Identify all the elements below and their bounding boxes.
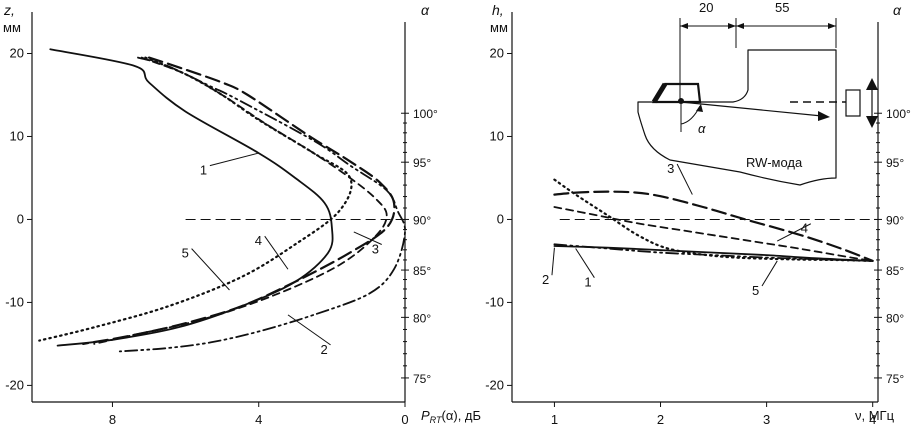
dim-arrowhead bbox=[736, 23, 744, 29]
x-tick-label: 4 bbox=[869, 412, 876, 427]
callout-label-4: 4 bbox=[255, 233, 262, 248]
alpha-tick-label: 80° bbox=[886, 311, 904, 325]
left-ylabel-unit: мм bbox=[3, 20, 21, 35]
y-tick-label: -10 bbox=[5, 294, 24, 309]
dim-label-55: 55 bbox=[775, 0, 789, 15]
x-tick-label: 1 bbox=[551, 412, 558, 427]
x-tick-label: 2 bbox=[657, 412, 664, 427]
series-5-line bbox=[38, 56, 353, 342]
left-xlabel-rest: (α), дБ bbox=[442, 408, 482, 423]
callout-label-2: 2 bbox=[321, 342, 328, 357]
callout-label-5: 5 bbox=[182, 246, 189, 261]
callout-label-5: 5 bbox=[752, 283, 759, 298]
callout-label-1: 1 bbox=[200, 163, 207, 178]
x-tick-label: 3 bbox=[763, 412, 770, 427]
callout-leader bbox=[209, 152, 259, 167]
alpha-tick-label: 85° bbox=[886, 264, 904, 278]
angle-arrowhead bbox=[696, 104, 703, 112]
alpha-tick-label: 75° bbox=[886, 372, 904, 386]
callout-leader bbox=[551, 247, 555, 276]
right-panel: 20 10 0 -10 -20 1 2 3 4 100° 95° 90° 85° 80° 75° 1 2 3… bbox=[485, 2, 911, 427]
alpha-tick-label: 95° bbox=[886, 156, 904, 170]
beam-line bbox=[680, 101, 823, 117]
y-tick-label: 10 bbox=[490, 128, 504, 143]
right-callouts: 1 2 3 4 5 bbox=[542, 161, 812, 298]
callout-leader bbox=[575, 248, 595, 278]
alpha-tick-label: 100° bbox=[413, 107, 438, 121]
alpha-tick-label: 95° bbox=[413, 156, 431, 170]
right-series bbox=[553, 178, 874, 262]
x-tick-label: 0 bbox=[401, 412, 408, 427]
left-callouts: 1 2 3 4 5 bbox=[182, 152, 382, 357]
receiver-motion-arrow-up bbox=[866, 78, 878, 90]
series-3-line bbox=[553, 190, 874, 262]
left-xlabel-symbol: P bbox=[421, 408, 430, 423]
y-tick-label: 0 bbox=[17, 211, 24, 226]
right-ylabel-unit: мм bbox=[490, 20, 508, 35]
left-x-ticks: 8 4 0 bbox=[109, 402, 409, 427]
dim-label-20: 20 bbox=[699, 0, 713, 15]
right-x-ticks: 1 2 3 4 bbox=[551, 402, 876, 427]
left-ylabel: z, bbox=[3, 2, 15, 18]
receiver bbox=[845, 89, 861, 117]
callout-label-2: 2 bbox=[542, 272, 549, 287]
y-tick-label: 10 bbox=[10, 128, 24, 143]
callout-leader bbox=[191, 248, 230, 291]
y-tick-label: 20 bbox=[10, 45, 24, 60]
callout-label-3: 3 bbox=[372, 241, 379, 256]
alpha-tick-label: 90° bbox=[886, 213, 904, 227]
right-alpha-ticks: 100° 95° 90° 85° 80° 75° bbox=[559, 107, 911, 386]
series-5-line bbox=[553, 178, 874, 262]
series-1-line bbox=[49, 48, 334, 347]
series-2-line bbox=[118, 56, 406, 353]
right-y-ticks: 20 10 0 -10 -20 bbox=[485, 45, 512, 392]
callout-leader bbox=[353, 231, 382, 245]
callout-label-4: 4 bbox=[801, 221, 808, 236]
callout-leader bbox=[761, 260, 778, 287]
series-3-line bbox=[82, 56, 396, 345]
dim-arrowhead bbox=[680, 23, 688, 29]
alpha-tick-label: 80° bbox=[413, 311, 431, 325]
series-1-line bbox=[553, 245, 874, 262]
mode-label: RW-мода bbox=[746, 155, 803, 170]
y-tick-label: -10 bbox=[485, 294, 504, 309]
alpha-tick-label: 85° bbox=[413, 264, 431, 278]
callout-leader bbox=[676, 163, 693, 195]
callout-leader bbox=[287, 314, 331, 346]
callout-leader bbox=[776, 223, 812, 242]
x-tick-label: 8 bbox=[109, 412, 116, 427]
left-xlabel: PRT(α), дБ bbox=[421, 408, 481, 425]
left-y-ticks: 20 10 0 -10 -20 bbox=[5, 45, 32, 392]
y-tick-label: 0 bbox=[497, 211, 504, 226]
y-tick-label: -20 bbox=[485, 377, 504, 392]
beam-arrowhead bbox=[818, 111, 830, 121]
y-tick-label: 20 bbox=[490, 45, 504, 60]
callout-label-3: 3 bbox=[667, 161, 674, 176]
x-tick-label: 4 bbox=[255, 412, 262, 427]
left-right-axis-label: α bbox=[421, 2, 430, 18]
left-series bbox=[38, 48, 406, 353]
specimen-outline bbox=[637, 49, 837, 186]
left-alpha-ticks: 100° 95° 90° 85° 80° 75° bbox=[185, 107, 438, 386]
dim-arrowhead bbox=[728, 23, 736, 29]
right-right-axis-label: α bbox=[893, 2, 902, 18]
callout-label-1: 1 bbox=[584, 275, 591, 290]
alpha-tick-label: 75° bbox=[413, 372, 431, 386]
dim-arrowhead bbox=[828, 23, 836, 29]
transducer-base bbox=[651, 82, 668, 104]
alpha-tick-label: 90° bbox=[413, 213, 431, 227]
alpha-tick-label: 100° bbox=[886, 107, 911, 121]
angle-label: α bbox=[698, 121, 706, 136]
left-panel: 20 10 0 -10 -20 8 4 0 100° 95° 90° 85° 80° 75° 1 2 3 4… bbox=[3, 2, 481, 427]
callout-leader bbox=[264, 235, 289, 270]
left-xlabel-subscript: RT bbox=[430, 415, 443, 425]
right-ylabel: h, bbox=[492, 2, 504, 18]
schematic-inset: 20 55 α RW-мода bbox=[637, 0, 878, 186]
y-tick-label: -20 bbox=[5, 377, 24, 392]
receiver-motion-arrow-down bbox=[866, 116, 878, 128]
right-xlabel: ν, МГц bbox=[855, 408, 895, 423]
